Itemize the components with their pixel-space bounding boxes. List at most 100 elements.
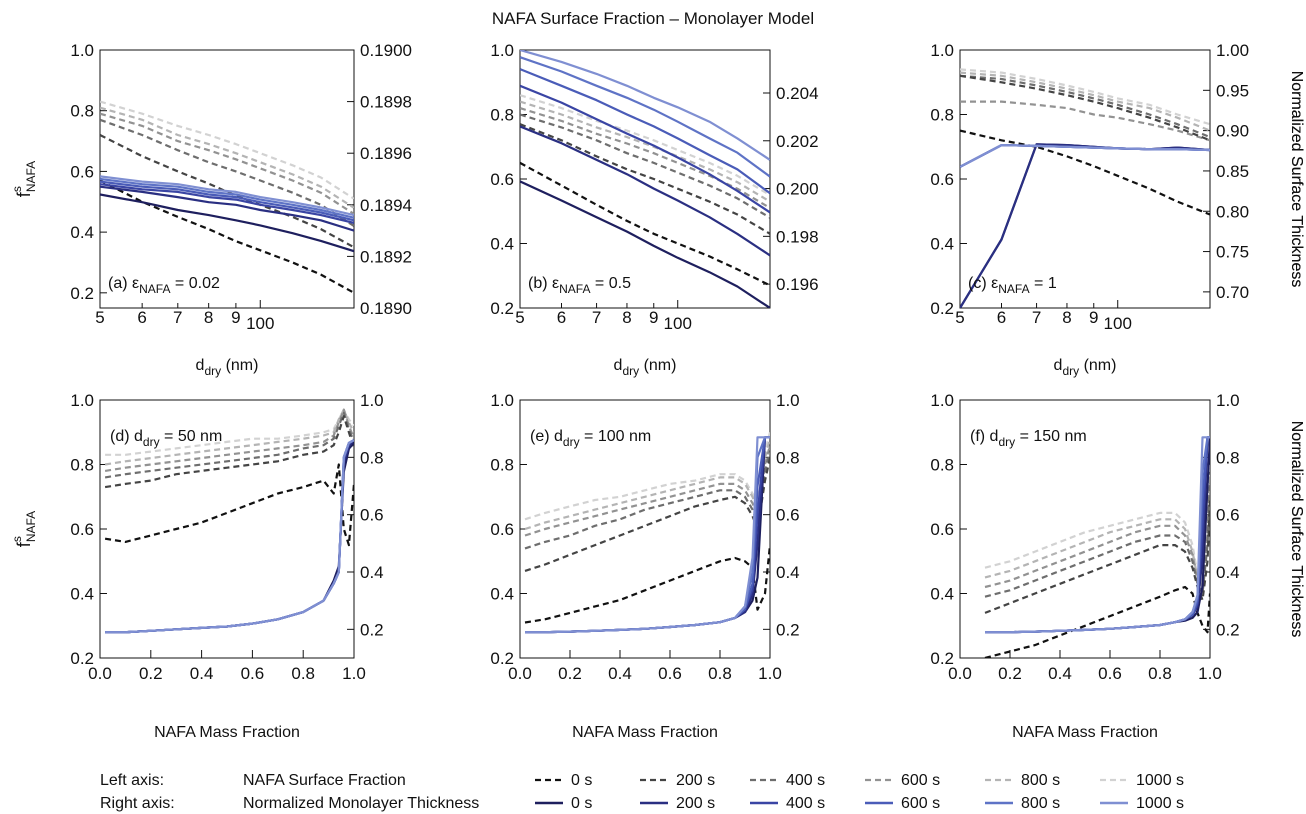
y-tick-label-c: 0.6 [930,170,954,189]
y-tick-label-a: 0.8 [70,102,94,121]
y-tick-label-d: 0.8 [70,456,94,475]
y-tick-label-b: 1.0 [490,41,514,60]
right-series-e-4 [525,436,770,634]
y2-tick-label-b: 0.200 [776,180,819,199]
x-tick-label-f: 0.8 [1148,664,1172,683]
y2-tick-label-d: 0.2 [360,620,384,639]
legend-label-solid-0: 0 s [571,795,592,812]
right-series-c-5 [960,144,1210,168]
y-tick-label-c: 0.2 [930,299,954,318]
y-tick-label-c: 0.4 [930,235,954,254]
y-tick-label-e: 0.2 [490,649,514,668]
panel-f: 0.20.40.60.81.00.20.40.60.81.00.0 0.2 0.4 0… [930,391,1305,741]
panel-annotation-e: (e) ddry = 100 nm [530,428,651,449]
left-series-c-2 [960,100,1210,142]
y2-axis-label-c: Normalized Surface Thickness [1288,71,1305,288]
y2-tick-label-f: 0.6 [1216,506,1240,525]
legend-label-solid-1: 200 s [676,795,715,812]
y-tick-label-a: 0.4 [70,223,94,242]
plot-frame-b [519,49,771,309]
y-axis-label-a: fsNAFA [10,161,38,197]
x-tick-label-f: 0.2 [998,664,1022,683]
y2-tick-label-c: 0.85 [1216,162,1249,181]
panel-annotation-c: (c) εNAFA = 1 [968,275,1057,296]
left-series-d-1 [104,408,354,466]
y2-axis-label-d: Normalized Surface Thickness [1288,421,1305,638]
y-tick-label-e: 1.0 [490,391,514,410]
left-series-c-3 [960,74,1210,139]
left-series-a-0 [100,100,354,200]
x-axis-label-f: NAFA Mass Fraction [1012,724,1158,741]
y2-tick-label-c: 1.00 [1216,41,1249,60]
panel-e: 0.20.40.60.81.00.20.40.60.81.00.0 0.2 0.4 0… [490,391,799,741]
left-series-e-5 [524,544,770,624]
y2-tick-label-e: 0.8 [776,448,800,467]
legend-label-solid-4: 800 s [1021,795,1060,812]
right-series-b-3 [520,68,770,195]
x-tick-label-a: 5 [95,308,104,327]
x-tick-label-e: 0.8 [708,664,732,683]
right-series-f-1 [985,436,1210,634]
y2-tick-label-e: 1.0 [776,391,800,410]
panels: 0.2 0.4 0.6 0.8 1.0 0.1890 0.1892 0.1894 0.1896 0… [10,41,1305,741]
left-series-a-4 [100,134,354,249]
panel-a: 0.2 0.4 0.6 0.8 1.0 0.1890 0.1892 0.1894 0.1896 0… [10,41,1305,378]
panel-c: 0.2 0.4 0.6 0.8 1.0 0.70 0.75 0.80 0.85 0.90 0.95 1… [930,41,1305,378]
y2-tick-label-a: 0.1892 [360,247,412,266]
right-series-a-1 [100,185,354,232]
x-tick-label-d: 0.8 [291,664,315,683]
x-tick-label-d: 0.2 [139,664,163,683]
left-series-e-4 [524,457,770,572]
x-tick-label-b: 9 [649,308,658,327]
x-tick-label-e: 1.0 [758,664,782,683]
x-tick-label-f: 0.6 [1098,664,1122,683]
y2-tick-label-b: 0.198 [776,227,819,246]
x-tick-label-a: 9 [231,308,240,327]
legend-label-dashed-1: 200 s [676,772,715,789]
x-tick-label-f: 0.0 [948,664,972,683]
y2-tick-label-a: 0.1900 [360,41,412,60]
x-tick-label-f: 0.4 [1048,664,1072,683]
legend-entries: 0 s 0 s 200 s 200 s 400 s 400 s 600 s 600 s 800 … [535,772,1184,812]
y2-tick-label-c: 0.70 [1216,283,1249,302]
y2-tick-label-e: 0.2 [776,620,800,639]
y-tick-label-c: 0.8 [930,106,954,125]
y-tick-label-f: 1.0 [930,391,954,410]
legend-label-dashed-0: 0 s [571,772,592,789]
y-tick-label-e: 0.8 [490,456,514,475]
legend-left-axis-label: Left axis: [100,772,164,789]
right-series-e-1 [525,436,770,634]
y-tick-label-a: 0.6 [70,162,94,181]
y2-tick-label-f: 0.4 [1216,563,1240,582]
y-tick-label-f: 0.4 [930,585,954,604]
y-tick-label-f: 0.8 [930,456,954,475]
x-axis-label-e: NAFA Mass Fraction [572,724,718,741]
series-group-f [984,436,1210,658]
right-series-f-2 [985,436,1210,634]
y2-tick-label-c: 0.95 [1216,81,1249,100]
y-tick-label-d: 0.2 [70,649,94,668]
legend-label-solid-3: 600 s [901,795,940,812]
x-tick-label-c: 5 [955,308,964,327]
right-series-d-5 [105,439,354,634]
y2-tick-label-c: 0.75 [1216,243,1249,262]
series-group-d [104,408,354,634]
right-series-b-5 [520,50,770,161]
figure-title: NAFA Surface Fraction – Monolayer Model [492,9,814,28]
y2-tick-label-f: 1.0 [1216,391,1240,410]
left-series-d-4 [104,415,354,489]
right-series-a-3 [100,180,354,222]
legend: Left axis: NAFA Surface Fraction Right a… [100,772,1184,812]
y-tick-label-a: 0.2 [70,284,94,303]
y-tick-label-b: 0.6 [490,170,514,189]
legend-label-dashed-3: 600 s [901,772,940,789]
y-tick-label-f: 0.2 [930,649,954,668]
x-tick-label-a: 7 [173,308,182,327]
left-series-f-0 [984,464,1210,585]
series-group-c [960,68,1210,308]
x-tick-label-c: 6 [997,308,1006,327]
y2-tick-label-a: 0.1896 [360,144,412,163]
right-series-b-2 [520,84,770,214]
y-tick-label-b: 0.8 [490,106,514,125]
legend-label-solid-2: 400 s [786,795,825,812]
